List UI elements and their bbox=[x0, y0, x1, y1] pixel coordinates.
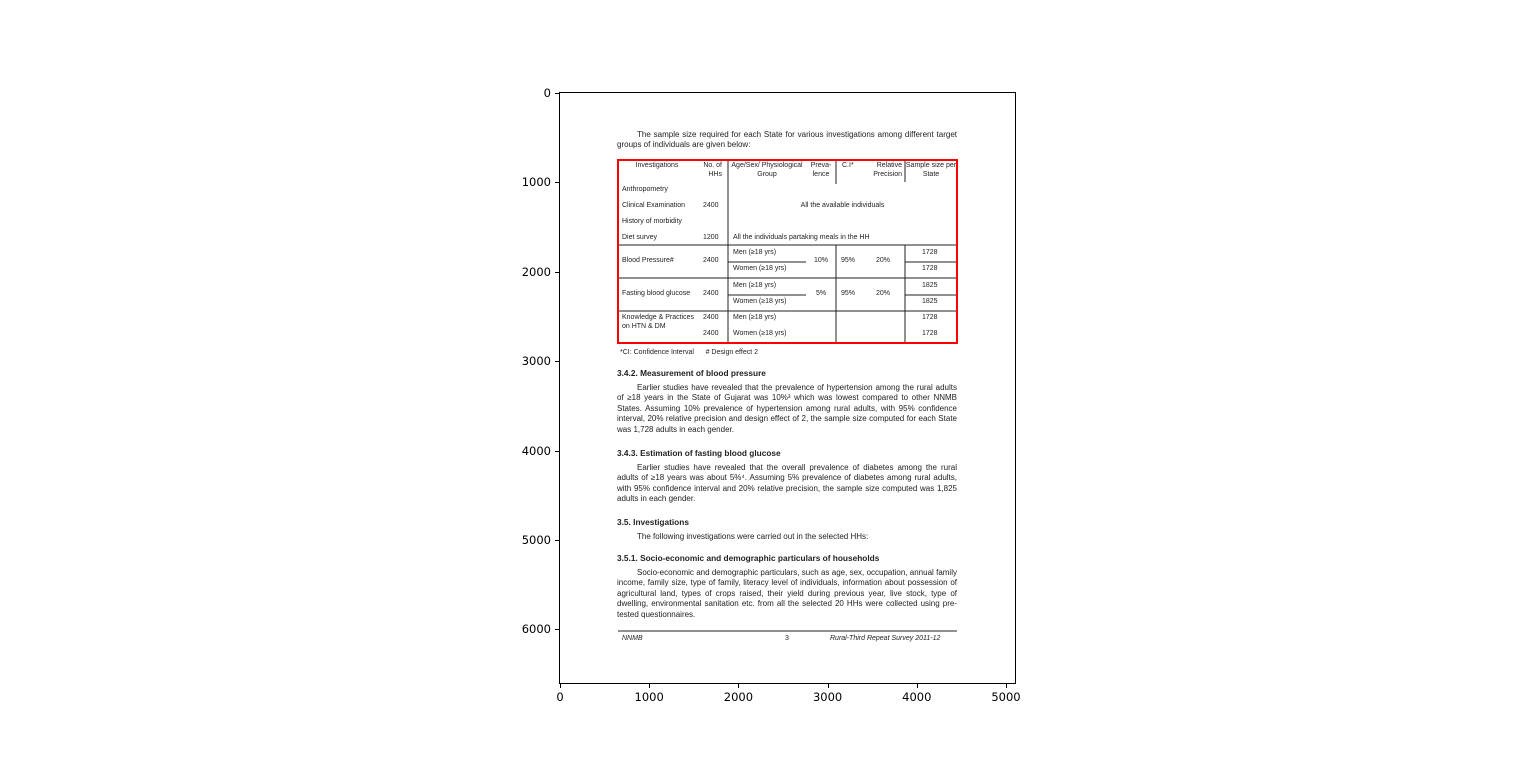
y-tick-label: 0 bbox=[543, 86, 551, 100]
fbg-s1: 1825 bbox=[922, 282, 938, 289]
x-tick-mark bbox=[738, 684, 740, 688]
section-351-title: 3.5.1. Socio-economic and demographic pa… bbox=[617, 553, 880, 563]
fbg-inv: Fasting blood glucose bbox=[622, 290, 691, 297]
section-343-title: 3.4.3. Estimation of fasting blood gluco… bbox=[617, 448, 781, 458]
x-tick-label: 1000 bbox=[634, 690, 664, 704]
section-35-title: 3.5. Investigations bbox=[617, 517, 689, 527]
y-tick-label: 5000 bbox=[521, 533, 551, 547]
section-342-text: Earlier studies have revealed that the p… bbox=[617, 383, 957, 434]
row-anthropometry: Anthropometry bbox=[622, 186, 668, 193]
header-group: Age/Sex/ Physiological Group bbox=[731, 162, 803, 178]
fbg-men: Men (≥18 yrs) bbox=[733, 282, 777, 289]
y-tick-mark bbox=[555, 182, 559, 184]
x-tick-label: 4000 bbox=[902, 690, 932, 704]
y-tick-label: 1000 bbox=[521, 175, 551, 190]
kp-women: Women (≥18 yrs) bbox=[733, 330, 787, 337]
row-clinical-hh: 2400 bbox=[703, 202, 719, 209]
section-351-text: Socio-economic and demographic particula… bbox=[617, 568, 957, 619]
kp-s1: 1728 bbox=[922, 314, 938, 321]
plot-axes bbox=[559, 92, 1016, 684]
fbg-prec: 20% bbox=[876, 290, 891, 297]
y-tick-mark bbox=[555, 450, 559, 452]
fbg-s2: 1825 bbox=[922, 298, 938, 305]
footer-right: Rural-Third Repeat Survey 2011-12 bbox=[830, 635, 941, 642]
kp-inv: Knowledge & Practices on HTN & DM bbox=[622, 314, 694, 330]
footer-left: NNMB bbox=[622, 635, 643, 642]
x-tick-mark bbox=[1006, 684, 1007, 688]
x-tick-label: 3000 bbox=[812, 690, 843, 704]
row-clinical: Clinical Examination bbox=[622, 202, 686, 209]
x-tick-label: 0 bbox=[556, 690, 564, 704]
y-tick-mark bbox=[555, 540, 559, 541]
kp-men: Men (≥18 yrs) bbox=[733, 314, 777, 321]
fbg-prev: 5% bbox=[816, 290, 827, 297]
row-diet-group: All the individuals partaking meals in t… bbox=[733, 234, 870, 241]
header-investigations: Investigations bbox=[635, 162, 679, 169]
bp-prec: 20% bbox=[876, 257, 891, 264]
fbg-hh: 2400 bbox=[703, 290, 719, 297]
bp-ci: 95% bbox=[841, 257, 856, 264]
highlight-box bbox=[617, 159, 958, 344]
bp-prev: 10% bbox=[814, 257, 829, 264]
header-sample-size: Sample size per State bbox=[905, 162, 957, 178]
y-tick-mark bbox=[555, 93, 559, 94]
x-tick-mark bbox=[649, 684, 651, 688]
y-tick-mark bbox=[555, 271, 559, 273]
y-tick-label: 2000 bbox=[521, 264, 551, 279]
y-tick-label: 4000 bbox=[521, 443, 551, 458]
fbg-women: Women (≥18 yrs) bbox=[733, 298, 787, 305]
header-precision: Relative Precision bbox=[873, 162, 902, 178]
bp-inv: Blood Pressure# bbox=[622, 257, 674, 264]
x-tick-label: 2000 bbox=[723, 690, 754, 704]
bp-women: Women (≥18 yrs) bbox=[733, 265, 787, 272]
section-342-title: 3.4.2. Measurement of blood pressure bbox=[617, 368, 766, 378]
fbg-ci: 95% bbox=[841, 290, 856, 297]
bp-men: Men (≥18 yrs) bbox=[733, 249, 777, 256]
x-tick-label: 5000 bbox=[991, 690, 1021, 704]
y-tick-mark bbox=[555, 361, 559, 363]
y-tick-mark bbox=[555, 629, 559, 631]
bp-s1: 1728 bbox=[922, 249, 938, 256]
row-morbidity: History of morbidity bbox=[622, 218, 682, 225]
table-footnote: *CI: Confidence Interval # Design effect… bbox=[620, 349, 759, 356]
section-343-text: Earlier studies have revealed that the o… bbox=[617, 463, 957, 504]
y-tick-label: 6000 bbox=[521, 622, 551, 637]
x-tick-mark bbox=[560, 684, 561, 688]
x-tick-mark bbox=[827, 684, 829, 688]
x-tick-mark bbox=[916, 684, 918, 688]
kp-hh1: 2400 bbox=[703, 314, 719, 321]
row-clinical-group: All the available individuals bbox=[800, 202, 885, 209]
bp-s2: 1728 bbox=[922, 265, 938, 272]
kp-s2: 1728 bbox=[922, 330, 938, 337]
header-hhs: No. of HHs bbox=[703, 162, 722, 178]
y-tick-label: 3000 bbox=[521, 354, 551, 369]
row-diet-hh: 1200 bbox=[703, 234, 719, 241]
section-35-text: The following investigations were carrie… bbox=[637, 532, 869, 541]
row-diet: Diet survey bbox=[622, 234, 658, 241]
intro-paragraph: The sample size required for each State … bbox=[617, 130, 957, 150]
bp-hh: 2400 bbox=[703, 257, 719, 264]
kp-hh2: 2400 bbox=[703, 330, 719, 337]
header-ci: C.I* bbox=[842, 162, 854, 169]
header-prevalence: Preva-lence bbox=[810, 162, 832, 178]
footer-page-number: 3 bbox=[785, 635, 789, 642]
